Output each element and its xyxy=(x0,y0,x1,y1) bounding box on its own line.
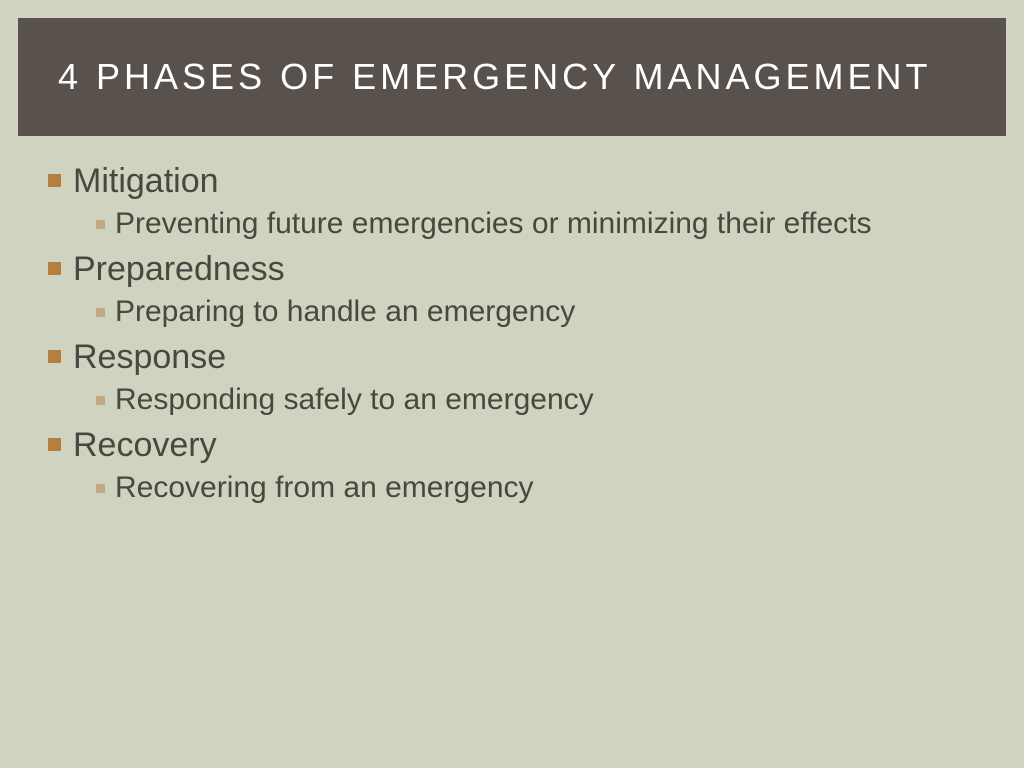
list-item-label: Recovery xyxy=(73,424,217,467)
square-bullet-icon xyxy=(96,220,105,229)
square-bullet-icon xyxy=(96,396,105,405)
square-bullet-icon xyxy=(48,350,61,363)
list-subitem: Preventing future emergencies or minimiz… xyxy=(96,205,976,243)
list-item: Response xyxy=(48,336,976,379)
slide: 4 PHASES OF EMERGENCY MANAGEMENT Mitigat… xyxy=(0,0,1024,768)
list-subitem-label: Recovering from an emergency xyxy=(115,469,534,507)
list-item-label: Response xyxy=(73,336,226,379)
title-bar: 4 PHASES OF EMERGENCY MANAGEMENT xyxy=(18,18,1006,136)
list-item: Recovery xyxy=(48,424,976,467)
list-subitem: Recovering from an emergency xyxy=(96,469,976,507)
list-subitem-label: Responding safely to an emergency xyxy=(115,381,594,419)
square-bullet-icon xyxy=(48,174,61,187)
square-bullet-icon xyxy=(48,262,61,275)
square-bullet-icon xyxy=(96,308,105,317)
list-item-label: Mitigation xyxy=(73,160,219,203)
list-subitem-label: Preparing to handle an emergency xyxy=(115,293,575,331)
square-bullet-icon xyxy=(48,438,61,451)
list-item: Mitigation xyxy=(48,160,976,203)
slide-title: 4 PHASES OF EMERGENCY MANAGEMENT xyxy=(58,56,966,98)
list-subitem: Responding safely to an emergency xyxy=(96,381,976,419)
list-item: Preparedness xyxy=(48,248,976,291)
list-subitem: Preparing to handle an emergency xyxy=(96,293,976,331)
slide-content: Mitigation Preventing future emergencies… xyxy=(0,136,1024,768)
list-item-label: Preparedness xyxy=(73,248,285,291)
square-bullet-icon xyxy=(96,484,105,493)
list-subitem-label: Preventing future emergencies or minimiz… xyxy=(115,205,871,243)
